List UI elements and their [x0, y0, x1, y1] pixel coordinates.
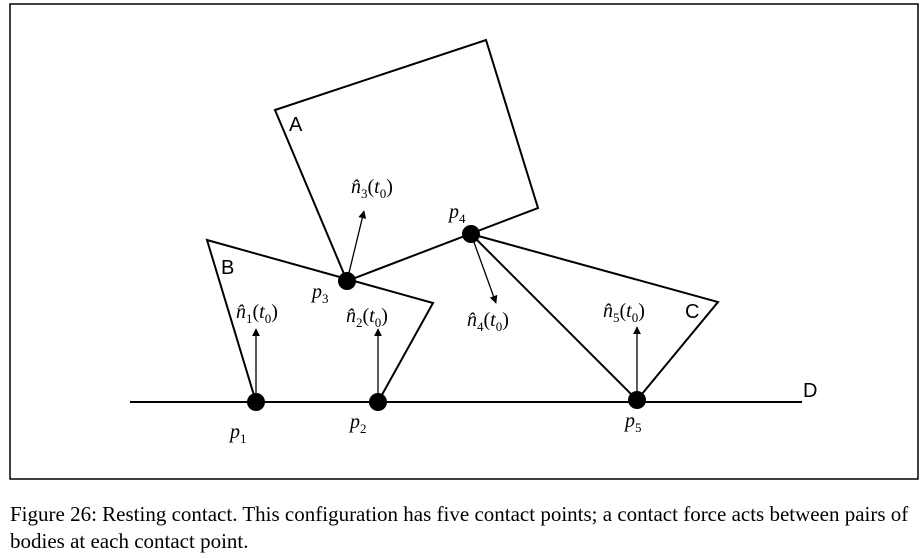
normal-arrow-n4 — [470, 233, 498, 304]
point-label-p3: p3 — [310, 281, 329, 306]
contact-point-p5 — [628, 391, 646, 409]
figure-caption: Figure 26: Resting contact. This configu… — [10, 502, 909, 553]
figure-border — [9, 3, 919, 480]
point-label-p1: p1 — [228, 421, 247, 446]
contact-point-p4 — [462, 225, 480, 243]
body-b-label: B — [221, 257, 234, 279]
body-d-label: D — [803, 380, 817, 402]
point-label-p4: p4 — [447, 201, 466, 226]
contact-point-p2 — [369, 393, 387, 411]
figure-diagram: A B C D p1 p2 p3 p4 p5 n̂1(t0) n̂2(t0) n… — [9, 3, 919, 480]
normal-label-n3: n̂3(t0) — [351, 176, 393, 201]
body-c-label: C — [685, 301, 699, 323]
body-c-shape — [467, 232, 720, 402]
normal-label-n5: n̂5(t0) — [603, 300, 645, 325]
normal-label-n4: n̂4(t0) — [467, 309, 509, 334]
normal-label-n2: n̂2(t0) — [346, 305, 388, 330]
normal-label-n1: n̂1(t0) — [236, 301, 278, 326]
body-a-shape — [273, 38, 540, 283]
normal-arrow-n3 — [346, 210, 367, 282]
point-label-p2: p2 — [348, 411, 367, 436]
contact-point-p3 — [338, 272, 356, 290]
point-label-p5: p5 — [623, 410, 642, 435]
body-a-label: A — [289, 114, 303, 136]
contact-point-p1 — [247, 393, 265, 411]
